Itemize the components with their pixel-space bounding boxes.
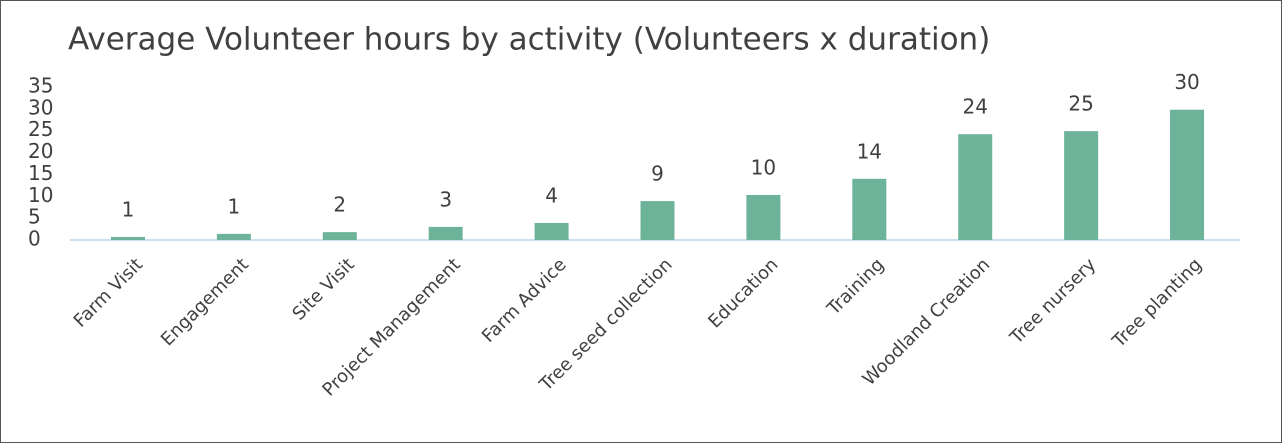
bar [428,226,463,240]
bar [1170,109,1205,240]
y-tick-label: 25 [28,117,53,141]
value-label: 10 [751,155,776,179]
bar [534,222,569,240]
value-label: 25 [1068,92,1093,116]
bar [640,201,675,240]
y-tick-label: 0 [28,227,41,251]
bar [746,194,781,240]
y-tick-label: 20 [28,139,53,163]
value-label: 1 [227,194,240,218]
bar [958,134,993,240]
bar [852,178,887,240]
y-tick-label: 10 [28,183,53,207]
bar [322,232,357,240]
y-tick-label: 15 [28,161,53,185]
chart-title: Average Volunteer hours by activity (Vol… [68,22,990,58]
value-label: 4 [545,183,558,207]
value-label: 1 [122,197,135,221]
value-label: 2 [333,193,346,217]
bar [1064,131,1099,240]
y-tick-label: 35 [28,74,53,98]
value-label: 14 [857,139,882,163]
value-label: 9 [651,162,664,186]
y-tick-label: 30 [28,95,53,119]
bar [110,236,145,240]
value-label: 30 [1174,70,1199,94]
value-label: 3 [439,187,452,211]
bar [216,233,251,240]
y-tick-label: 5 [28,205,41,229]
value-label: 24 [963,95,988,119]
